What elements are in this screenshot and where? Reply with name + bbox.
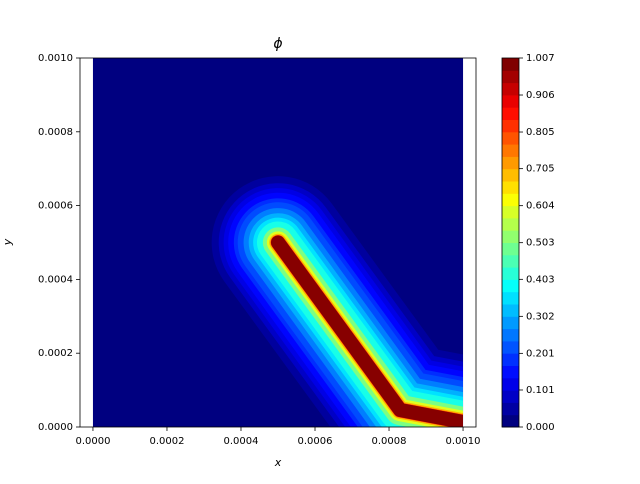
colorbar-band <box>502 328 519 342</box>
colorbar-tick-label: 0.805 <box>526 127 555 138</box>
colorbar-band <box>502 390 519 403</box>
colorbar-tick-label: 0.000 <box>526 422 555 433</box>
colorbar-band <box>502 168 519 182</box>
colorbar-band <box>502 230 519 243</box>
colorbar-band <box>502 316 519 330</box>
colorbar-tick-label: 0.503 <box>526 238 555 249</box>
colorbar-band <box>502 193 519 207</box>
axes-frame <box>79 57 477 428</box>
x-tick-label: 0.0004 <box>223 436 258 447</box>
colorbar-tick-label: 0.604 <box>526 201 555 212</box>
colorbar-tick-label: 0.403 <box>526 274 555 285</box>
colorbar-tick-label: 0.302 <box>526 311 555 322</box>
colorbar-band <box>502 70 519 84</box>
colorbar-band <box>502 94 519 108</box>
field <box>92 58 464 427</box>
colorbar-band <box>502 119 519 133</box>
colorbar-tick-label: 0.705 <box>526 164 555 175</box>
x-tick-label: 0.0002 <box>149 436 184 447</box>
colorbar-band <box>502 254 519 268</box>
x-axis-label: x <box>274 456 282 469</box>
colorbar-band <box>502 267 519 280</box>
x-tick-label: 0.0006 <box>298 436 333 447</box>
colorbar-band <box>502 402 519 416</box>
colorbar-band <box>502 304 519 317</box>
colorbar-band <box>502 279 519 293</box>
colorbar-band <box>502 131 519 145</box>
colorbar-tick-label: 1.007 <box>526 53 555 64</box>
x-tick-label: 0.0010 <box>446 436 481 447</box>
x-tick-label: 0.0000 <box>75 436 110 447</box>
y-tick-label: 0.0000 <box>38 422 73 433</box>
colorbar-band <box>502 58 519 71</box>
contour-band <box>271 235 464 427</box>
y-tick-label: 0.0010 <box>38 53 73 64</box>
y-axis-label: y <box>1 238 14 246</box>
colorbar-tick-label: 0.201 <box>526 348 555 359</box>
y-tick-label: 0.0006 <box>38 201 73 212</box>
colorbar-band <box>502 353 519 366</box>
chart-title: ϕ <box>273 36 282 52</box>
y-tick-label: 0.0004 <box>38 274 73 285</box>
colorbar-band <box>502 107 519 120</box>
x-tick-label: 0.0008 <box>372 436 407 447</box>
colorbar-band <box>502 181 519 194</box>
colorbar-band <box>502 144 519 157</box>
y-tick-label: 0.0008 <box>38 127 73 138</box>
contour-levels <box>211 176 464 427</box>
colorbar <box>502 58 519 428</box>
colorbar-band <box>502 340 519 354</box>
colorbar-band <box>502 365 519 379</box>
colorbar-band <box>502 377 519 391</box>
colorbar-band <box>502 156 519 170</box>
colorbar-tick-label: 0.101 <box>526 385 555 396</box>
colorbar-band <box>502 414 519 428</box>
colorbar-band <box>502 242 519 256</box>
y-tick-label: 0.0002 <box>38 348 73 359</box>
colorbar-tick-label: 0.906 <box>526 90 555 101</box>
colorbar-band <box>502 217 519 231</box>
colorbar-band <box>502 291 519 305</box>
colorbar-band <box>502 205 519 219</box>
colorbar-band <box>502 82 519 96</box>
